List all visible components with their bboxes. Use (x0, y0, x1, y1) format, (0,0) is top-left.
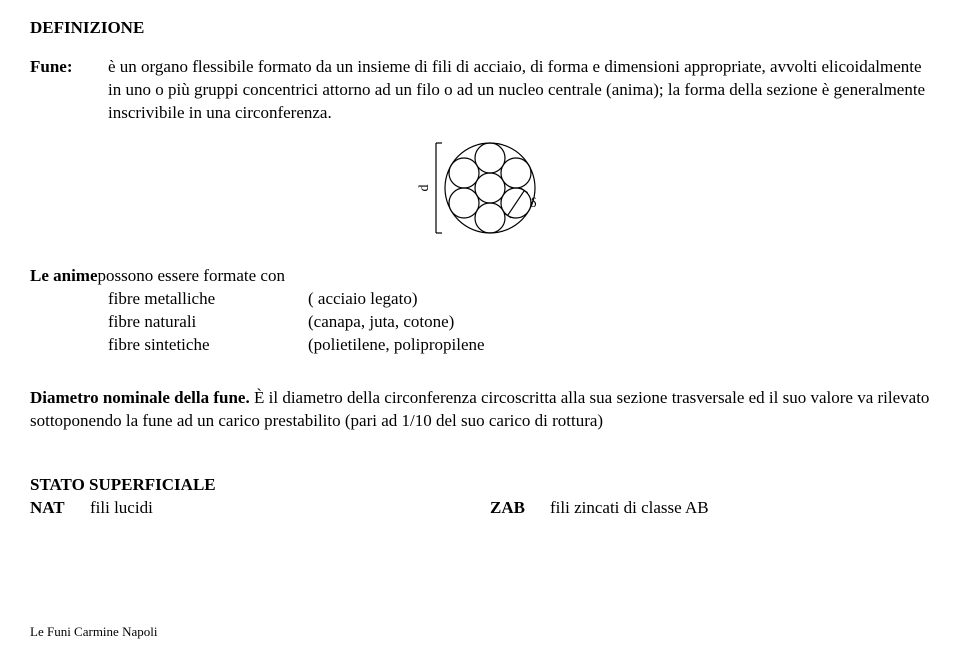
anime-row-name: fibre metalliche (108, 288, 308, 311)
anime-row-name: fibre sintetiche (108, 334, 308, 357)
diameter-bold: Diametro nominale della fune. (30, 388, 250, 407)
definition-heading: DEFINIZIONE (30, 18, 930, 38)
definition-label: Fune: (30, 56, 108, 125)
definition-block: Fune: è un organo flessibile formato da … (30, 56, 930, 125)
anime-row-name: fibre naturali (108, 311, 308, 334)
anime-row: fibre metalliche( acciaio legato) (108, 288, 930, 311)
anime-lead: Le anime (30, 265, 98, 288)
definition-text: è un organo flessibile formato da un ins… (108, 56, 930, 125)
stato-block: STATO SUPERFICIALE NAT fili lucidi ZAB f… (30, 474, 930, 520)
diameter-block: Diametro nominale della fune. È il diame… (30, 387, 930, 433)
cable-cross-section-diagram: dδ (405, 133, 555, 243)
anime-row-value: (polietilene, polipropilene (308, 334, 485, 357)
page-footer: Le Funi Carmine Napoli (30, 624, 157, 640)
svg-text:δ: δ (530, 196, 537, 211)
stato-right-text: fili zincati di classe AB (550, 497, 709, 520)
stato-right-label: ZAB (490, 497, 550, 520)
anime-row: fibre sintetiche(polietilene, polipropil… (108, 334, 930, 357)
diagram-container: dδ (30, 133, 930, 243)
stato-title: STATO SUPERFICIALE (30, 474, 930, 497)
anime-first-tail: possono essere formate con (98, 265, 285, 288)
anime-row: fibre naturali(canapa, juta, cotone) (108, 311, 930, 334)
anime-row-value: ( acciaio legato) (308, 288, 418, 311)
stato-left-label: NAT (30, 497, 90, 520)
stato-left-text: fili lucidi (90, 497, 490, 520)
anime-row-value: (canapa, juta, cotone) (308, 311, 454, 334)
anime-block: Le anime possono essere formate con fibr… (30, 265, 930, 357)
svg-text:d: d (417, 184, 432, 191)
